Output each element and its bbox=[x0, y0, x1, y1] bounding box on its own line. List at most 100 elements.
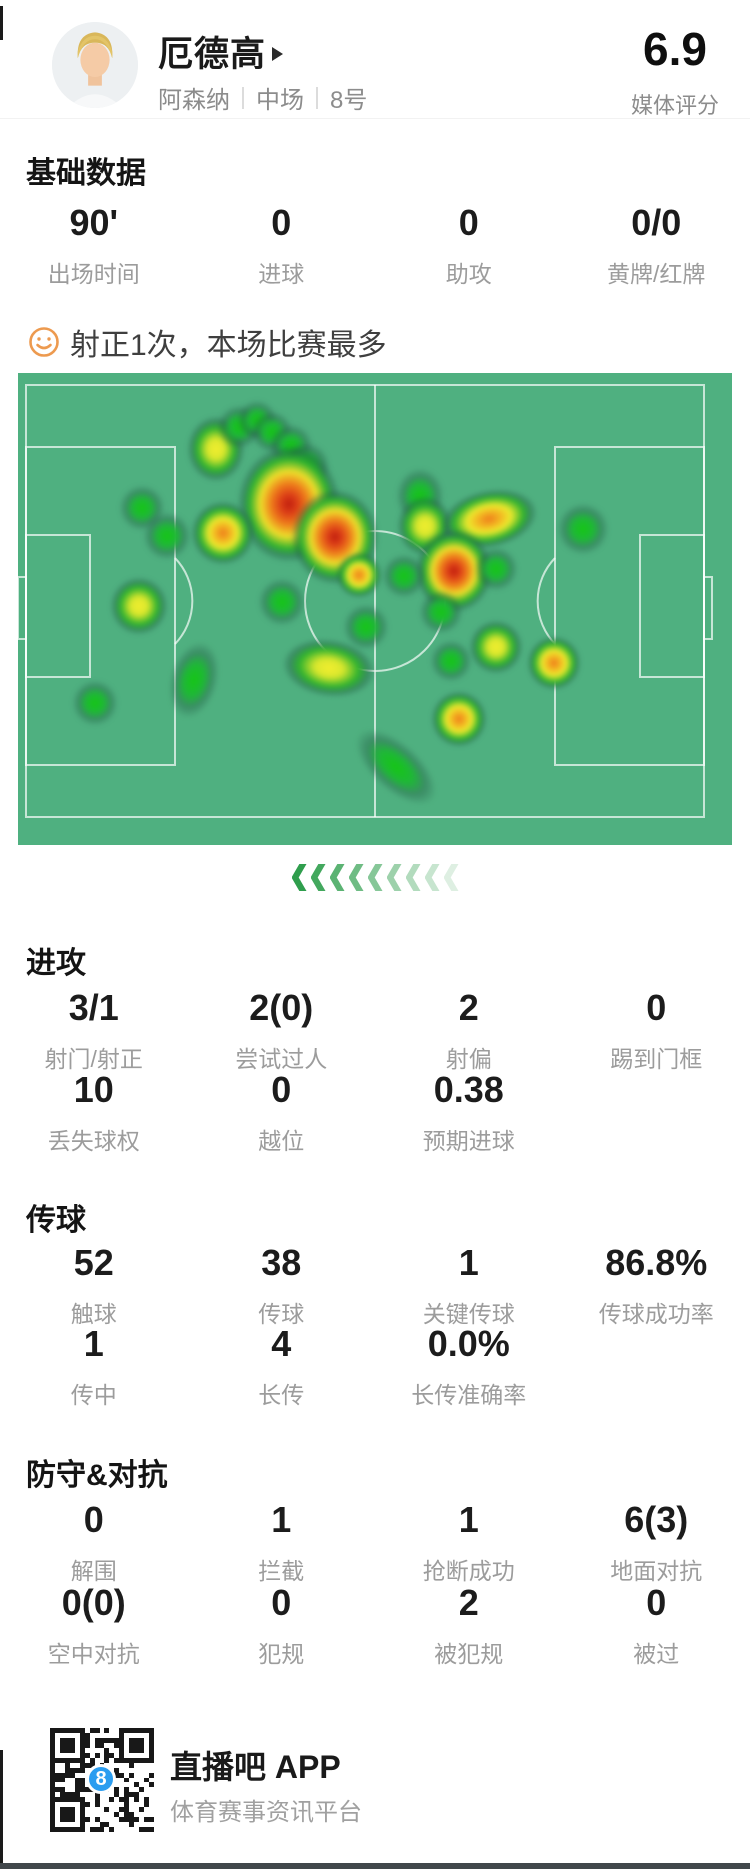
qr-module bbox=[149, 1817, 154, 1823]
qr-module bbox=[64, 1777, 70, 1783]
stat-label: 解围 bbox=[70, 1558, 117, 1584]
qr-module bbox=[89, 1817, 95, 1823]
stat-cell: 0 助攻 bbox=[375, 205, 563, 289]
qr-module bbox=[119, 1752, 125, 1758]
qr-module bbox=[99, 1807, 105, 1813]
qr-module bbox=[124, 1762, 130, 1768]
qr-module bbox=[89, 1807, 95, 1813]
qr-module bbox=[114, 1797, 120, 1803]
qr-module bbox=[94, 1737, 100, 1743]
qr-module bbox=[59, 1762, 65, 1768]
qr-module bbox=[84, 1827, 90, 1832]
qr-module bbox=[139, 1822, 145, 1828]
qr-module bbox=[149, 1772, 154, 1778]
qr-module bbox=[119, 1782, 125, 1788]
qr-module bbox=[74, 1792, 80, 1798]
qr-module bbox=[139, 1737, 145, 1743]
qr-module bbox=[64, 1742, 70, 1748]
qr-module bbox=[99, 1752, 105, 1758]
qr-module bbox=[79, 1807, 85, 1813]
qr-module bbox=[149, 1807, 154, 1813]
qr-module bbox=[69, 1737, 75, 1743]
stat-value: 1 bbox=[83, 1323, 104, 1364]
player-name-link[interactable]: 厄德高 bbox=[158, 26, 284, 77]
qr-module bbox=[134, 1767, 140, 1773]
qr-module bbox=[89, 1802, 95, 1808]
heatmap-blobs bbox=[18, 373, 732, 845]
stat-cell: 1 拦截 bbox=[188, 1502, 376, 1586]
stat-value: 1 bbox=[458, 1242, 479, 1283]
qr-module bbox=[109, 1742, 115, 1748]
qr-module bbox=[64, 1817, 70, 1823]
qr-module bbox=[89, 1728, 95, 1733]
qr-module bbox=[104, 1732, 110, 1738]
heat-blob-orange bbox=[526, 636, 581, 691]
qr-module bbox=[50, 1737, 55, 1743]
qr-module bbox=[50, 1752, 55, 1758]
qr-module bbox=[84, 1752, 90, 1758]
qr-module bbox=[119, 1827, 125, 1832]
qr-module bbox=[69, 1792, 75, 1798]
qr-module bbox=[54, 1757, 60, 1763]
qr-module bbox=[74, 1772, 80, 1778]
rating-value: 6.9 bbox=[643, 23, 707, 75]
stat-cell: 0/0 黄牌/红牌 bbox=[563, 205, 750, 289]
stat-label: 触球 bbox=[70, 1301, 117, 1327]
stat-value: 2 bbox=[458, 987, 479, 1028]
qr-module bbox=[69, 1747, 75, 1753]
qr-module bbox=[54, 1737, 60, 1743]
qr-module bbox=[50, 1782, 55, 1788]
qr-module bbox=[149, 1757, 154, 1763]
defense-row-1: 0 解围 1 拦截 1 抢断成功 6(3) 地面对抗 bbox=[0, 1502, 750, 1586]
qr-module bbox=[149, 1797, 154, 1803]
qr-module bbox=[119, 1732, 125, 1738]
qr-module bbox=[89, 1812, 95, 1818]
stat-value: 0(0) bbox=[61, 1582, 126, 1623]
stat-label: 空中对抗 bbox=[47, 1641, 140, 1667]
stat-cell: 4 长传 bbox=[188, 1326, 376, 1410]
qr-module bbox=[69, 1757, 75, 1763]
qr-module bbox=[129, 1762, 135, 1768]
qr-module bbox=[139, 1807, 145, 1813]
qr-module bbox=[64, 1757, 70, 1763]
qr-module bbox=[144, 1827, 150, 1832]
qr-module bbox=[114, 1822, 120, 1828]
qr-module bbox=[94, 1742, 100, 1748]
qr-module bbox=[129, 1812, 135, 1818]
qr-module bbox=[109, 1757, 115, 1763]
qr-module bbox=[64, 1772, 70, 1778]
qr-module bbox=[114, 1732, 120, 1738]
avatar-illustration bbox=[52, 22, 138, 108]
qr-module bbox=[89, 1742, 95, 1748]
qr-module bbox=[129, 1767, 135, 1773]
qr-module bbox=[109, 1737, 115, 1743]
qr-module bbox=[134, 1782, 140, 1788]
qr-module bbox=[99, 1732, 105, 1738]
qr-module bbox=[59, 1747, 65, 1753]
qr-module bbox=[149, 1812, 154, 1818]
qr-module bbox=[114, 1747, 120, 1753]
stat-label: 射偏 bbox=[445, 1046, 492, 1072]
qr-module bbox=[99, 1797, 105, 1803]
qr-module bbox=[50, 1732, 55, 1738]
stat-cell: 2 被犯规 bbox=[375, 1585, 563, 1669]
qr-module bbox=[79, 1742, 85, 1748]
qr-module bbox=[59, 1777, 65, 1783]
qr-module bbox=[54, 1747, 60, 1753]
qr-module bbox=[109, 1802, 115, 1808]
qr-module bbox=[144, 1772, 150, 1778]
attack-row-2: 10 丢失球权 0 越位 0.38 预期进球 bbox=[0, 1072, 750, 1156]
qr-module bbox=[129, 1728, 135, 1733]
heat-blob-green bbox=[142, 512, 191, 561]
qr-module bbox=[94, 1757, 100, 1763]
screen-edge-artifact bbox=[0, 6, 3, 40]
qr-module bbox=[104, 1757, 110, 1763]
qr-module bbox=[79, 1772, 85, 1778]
qr-module bbox=[74, 1817, 80, 1823]
stat-cell: 0 踢到门框 bbox=[563, 990, 750, 1074]
qr-module bbox=[149, 1782, 154, 1788]
qr-module bbox=[124, 1812, 130, 1818]
qr-module bbox=[99, 1728, 105, 1733]
qr-module bbox=[109, 1827, 115, 1832]
qr-module bbox=[114, 1807, 120, 1813]
